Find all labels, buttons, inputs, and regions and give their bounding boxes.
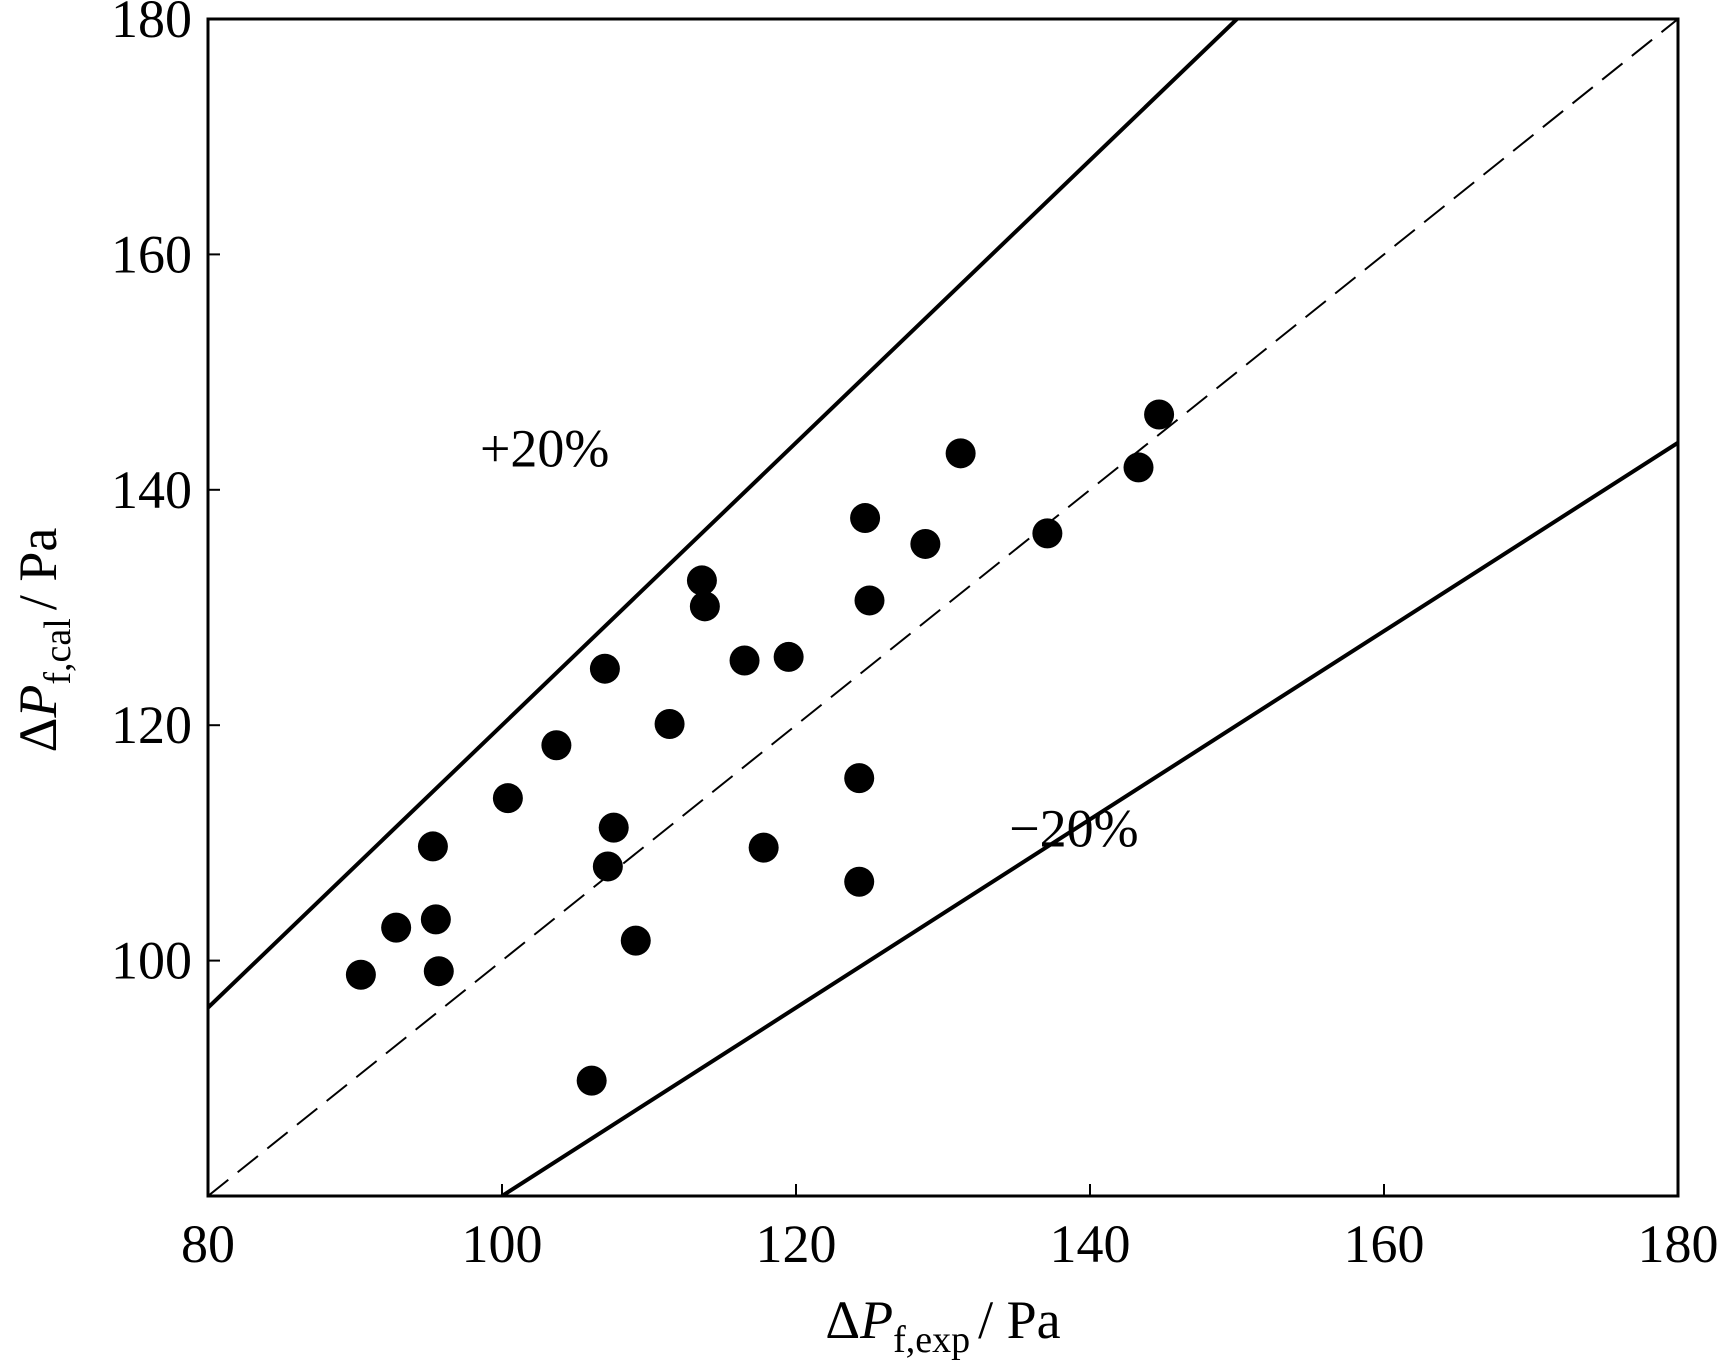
data-point: [1032, 518, 1063, 549]
data-point: [844, 866, 875, 897]
data-point: [850, 503, 881, 534]
y-axis-title-sub: f,cal: [37, 618, 79, 684]
data-point: [589, 653, 620, 684]
plot-frame: [206, 17, 1680, 1198]
data-point: [910, 528, 941, 559]
x-axis-title-sub: f,exp: [893, 1319, 970, 1361]
y-axis-title: ΔPf,cal / Pa: [8, 528, 79, 753]
band-labels: +20% −20%: [480, 418, 1139, 858]
x-axis-title-unit: / Pa: [978, 1290, 1061, 1350]
data-point: [345, 959, 376, 990]
x-tick-label: 120: [756, 1214, 837, 1274]
data-point: [420, 904, 451, 935]
y-tick-label: 160: [111, 224, 192, 284]
y-axis-title-unit: / Pa: [8, 528, 68, 611]
data-point: [686, 565, 717, 596]
x-axis-title-symbol: Δ: [825, 1290, 860, 1350]
band-label: −20%: [1009, 798, 1138, 858]
data-point: [689, 591, 720, 622]
parity-line: [208, 19, 1678, 1196]
y-axis-title-symbol: Δ: [8, 718, 68, 753]
data-point: [748, 832, 779, 863]
data-point: [1123, 452, 1154, 483]
x-tick-label: 140: [1050, 1214, 1131, 1274]
band-label: +20%: [480, 418, 609, 478]
x-tick-label: 180: [1638, 1214, 1719, 1274]
data-point: [1144, 399, 1175, 430]
data-point: [592, 851, 623, 882]
error-band-line: [498, 441, 1678, 1196]
y-tick-label: 180: [111, 0, 192, 49]
data-point: [854, 585, 885, 616]
data-point: [417, 831, 448, 862]
data-point: [773, 641, 804, 672]
error-band-line: [208, 19, 1240, 1010]
x-tick-label: 80: [181, 1214, 235, 1274]
data-point: [844, 763, 875, 794]
data-point: [945, 438, 976, 469]
data-points: [345, 399, 1175, 1096]
y-tick-label: 100: [111, 931, 192, 991]
data-point: [729, 645, 760, 676]
data-point: [381, 912, 412, 943]
data-point: [541, 730, 572, 761]
data-point: [620, 925, 651, 956]
data-point: [654, 709, 685, 740]
data-point: [598, 812, 629, 843]
data-point: [423, 956, 454, 987]
y-axis-title-var: P: [8, 685, 68, 719]
x-tick-label: 100: [462, 1214, 543, 1274]
x-axis-title: ΔPf,exp / Pa: [825, 1290, 1060, 1361]
x-axis-title-var: P: [859, 1290, 893, 1350]
y-tick-label: 120: [111, 695, 192, 755]
x-tick-label: 160: [1344, 1214, 1425, 1274]
y-axis-ticks: 100 120 140 160 180: [111, 0, 220, 991]
reference-lines: [208, 19, 1678, 1196]
data-point: [576, 1065, 607, 1096]
y-tick-label: 140: [111, 460, 192, 520]
data-point: [492, 783, 523, 814]
x-axis-ticks: 80 100 120 140 160 180: [181, 1184, 1719, 1274]
